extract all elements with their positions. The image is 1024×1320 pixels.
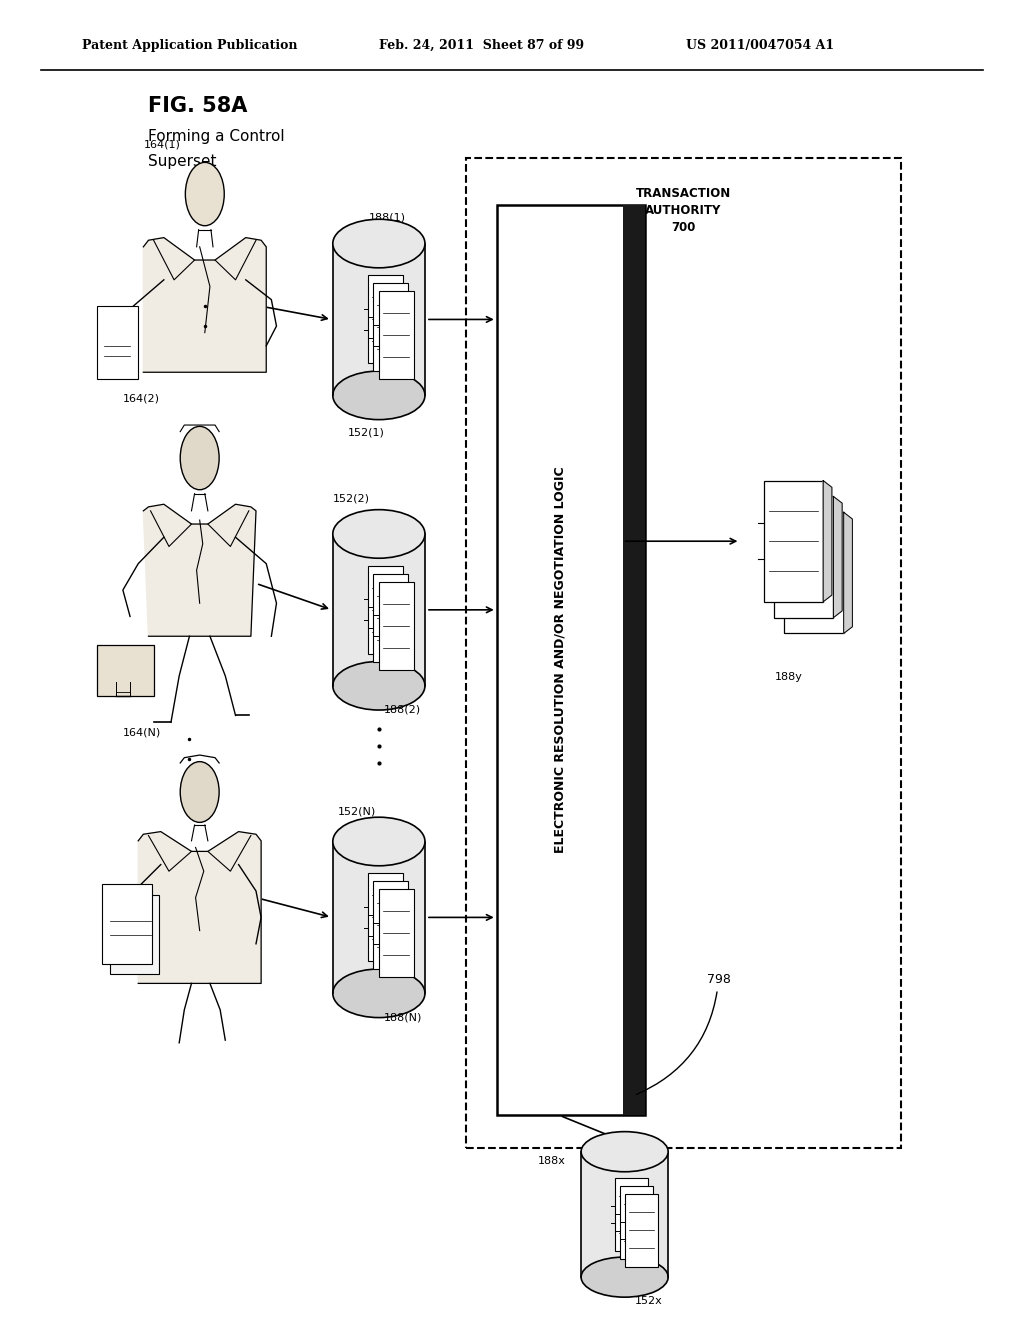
Polygon shape xyxy=(138,832,261,983)
FancyBboxPatch shape xyxy=(379,582,414,669)
Ellipse shape xyxy=(333,219,425,268)
Text: 152x: 152x xyxy=(635,1296,663,1307)
FancyBboxPatch shape xyxy=(379,292,414,379)
Text: 188(2): 188(2) xyxy=(384,705,421,715)
FancyBboxPatch shape xyxy=(623,205,645,1115)
FancyBboxPatch shape xyxy=(102,884,152,964)
FancyBboxPatch shape xyxy=(333,842,425,993)
Polygon shape xyxy=(834,496,842,618)
Ellipse shape xyxy=(582,1257,668,1298)
Ellipse shape xyxy=(333,817,425,866)
Text: Forming a Control: Forming a Control xyxy=(148,129,285,144)
FancyBboxPatch shape xyxy=(614,1177,648,1251)
Polygon shape xyxy=(844,512,852,634)
FancyBboxPatch shape xyxy=(110,895,159,974)
Polygon shape xyxy=(143,504,256,636)
Text: Patent Application Publication: Patent Application Publication xyxy=(82,38,297,51)
FancyBboxPatch shape xyxy=(369,276,403,363)
Ellipse shape xyxy=(582,1131,668,1172)
FancyBboxPatch shape xyxy=(497,205,645,1115)
Text: FIG. 58A: FIG. 58A xyxy=(148,96,248,116)
FancyBboxPatch shape xyxy=(333,243,425,396)
FancyBboxPatch shape xyxy=(466,158,901,1148)
FancyBboxPatch shape xyxy=(625,1193,658,1267)
FancyBboxPatch shape xyxy=(374,284,409,371)
Text: 188(1): 188(1) xyxy=(369,213,406,223)
FancyBboxPatch shape xyxy=(764,480,823,602)
Text: 164(N): 164(N) xyxy=(123,727,161,738)
Ellipse shape xyxy=(333,510,425,558)
FancyBboxPatch shape xyxy=(97,645,154,696)
Text: 798: 798 xyxy=(636,973,730,1094)
Text: 152(2): 152(2) xyxy=(333,494,370,504)
Text: Feb. 24, 2011  Sheet 87 of 99: Feb. 24, 2011 Sheet 87 of 99 xyxy=(379,38,584,51)
Ellipse shape xyxy=(333,661,425,710)
FancyBboxPatch shape xyxy=(582,1151,668,1278)
Ellipse shape xyxy=(180,426,219,490)
FancyBboxPatch shape xyxy=(374,574,409,661)
Ellipse shape xyxy=(180,762,219,822)
FancyBboxPatch shape xyxy=(374,882,409,969)
Polygon shape xyxy=(143,238,266,372)
Ellipse shape xyxy=(185,162,224,226)
FancyBboxPatch shape xyxy=(379,890,414,977)
Text: US 2011/0047054 A1: US 2011/0047054 A1 xyxy=(686,38,835,51)
Text: 164(1): 164(1) xyxy=(143,140,180,150)
FancyBboxPatch shape xyxy=(369,566,403,653)
Text: 188y: 188y xyxy=(775,672,803,682)
Text: 188(N): 188(N) xyxy=(384,1012,422,1023)
Text: 152(1): 152(1) xyxy=(348,428,385,438)
Polygon shape xyxy=(823,480,831,602)
FancyBboxPatch shape xyxy=(333,533,425,685)
Text: TRANSACTION
AUTHORITY
700: TRANSACTION AUTHORITY 700 xyxy=(636,187,731,235)
Ellipse shape xyxy=(333,371,425,420)
Text: ELECTRONIC RESOLUTION AND/OR NEGOTIATION LOGIC: ELECTRONIC RESOLUTION AND/OR NEGOTIATION… xyxy=(553,467,566,853)
Text: 164(2): 164(2) xyxy=(123,393,160,404)
FancyBboxPatch shape xyxy=(97,306,138,379)
Text: 152(N): 152(N) xyxy=(338,807,376,817)
FancyBboxPatch shape xyxy=(784,512,844,634)
Ellipse shape xyxy=(333,969,425,1018)
FancyBboxPatch shape xyxy=(369,874,403,961)
FancyBboxPatch shape xyxy=(774,496,834,618)
Text: 188x: 188x xyxy=(538,1156,565,1167)
FancyBboxPatch shape xyxy=(620,1185,653,1259)
Text: Superset: Superset xyxy=(148,154,217,169)
